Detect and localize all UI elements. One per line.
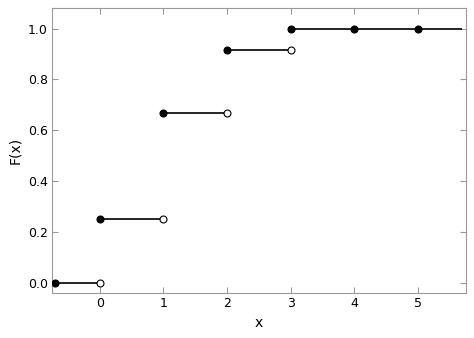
Y-axis label: F(x): F(x)	[9, 137, 22, 164]
X-axis label: x: x	[255, 316, 263, 330]
